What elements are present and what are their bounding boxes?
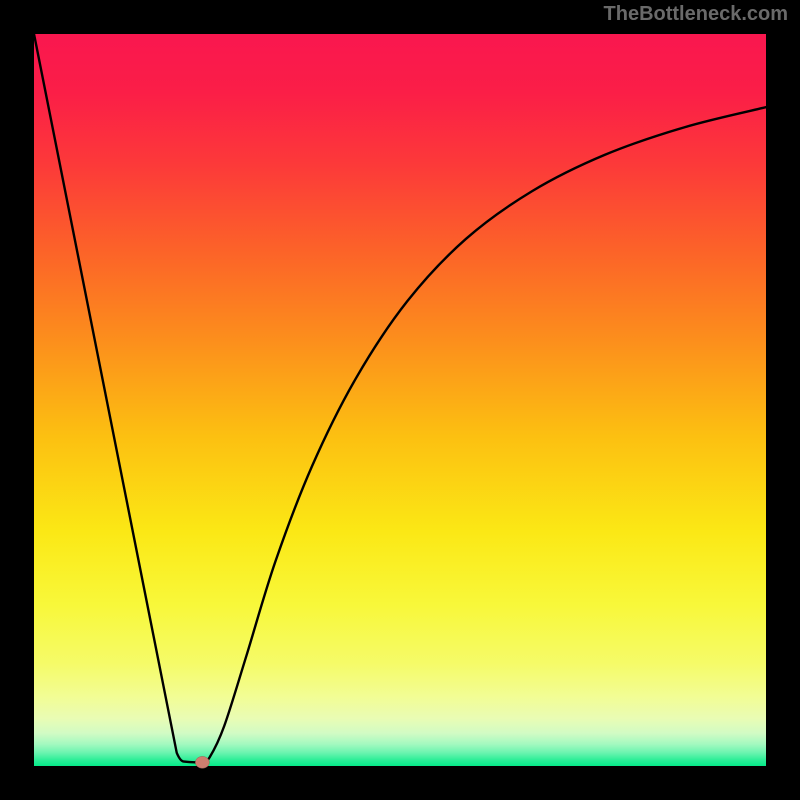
chart-container: TheBottleneck.com — [0, 0, 800, 800]
bottleneck-curve — [34, 34, 766, 762]
optimum-marker — [195, 756, 209, 768]
curve-layer — [0, 0, 800, 800]
watermark-text: TheBottleneck.com — [604, 3, 788, 26]
